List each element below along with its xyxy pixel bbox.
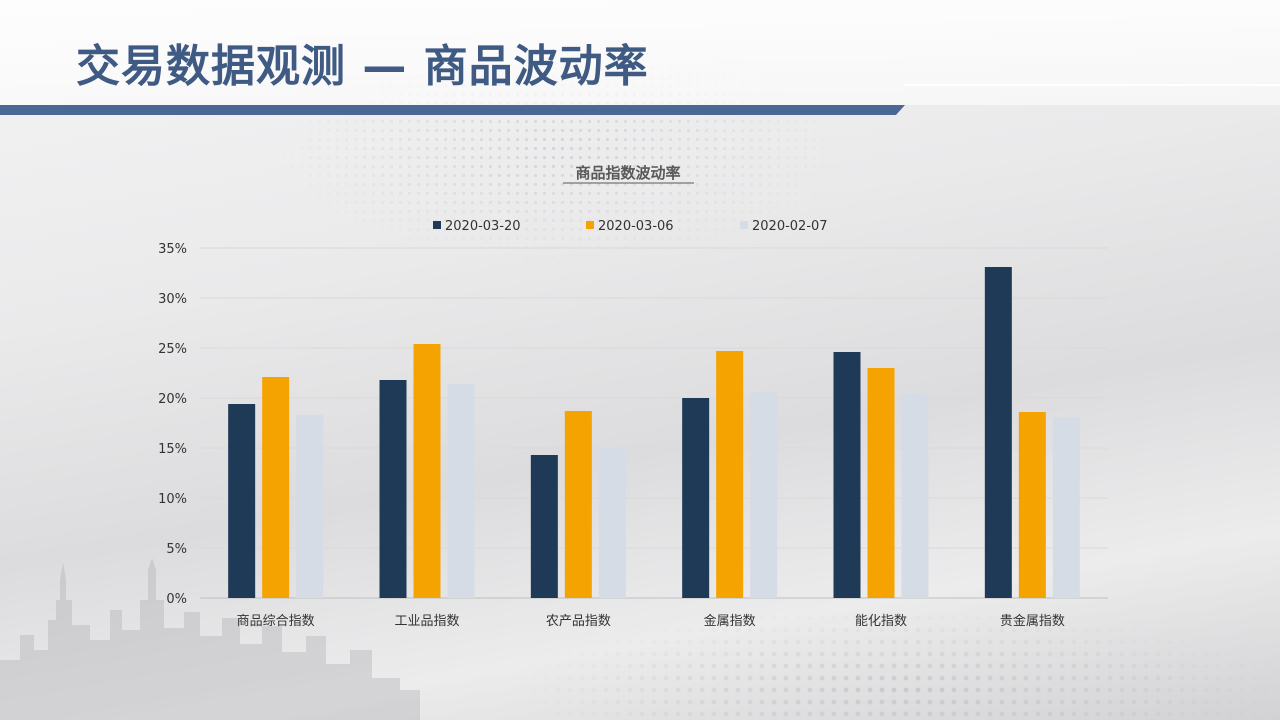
y-axis: 0% 5% 10% 15% 20% 25% 30% 35%	[158, 242, 187, 607]
bar	[228, 404, 256, 598]
legend-swatch	[586, 221, 594, 229]
chart-bars	[228, 267, 1080, 598]
chart-title: 商品指数波动率	[575, 164, 680, 182]
x-tick-label: 能化指数	[855, 614, 907, 629]
y-tick-label: 5%	[166, 542, 187, 557]
y-tick-label: 35%	[158, 242, 187, 257]
bar	[1052, 417, 1080, 598]
bar	[262, 377, 290, 598]
bar	[598, 447, 626, 598]
y-tick-label: 15%	[158, 442, 187, 457]
title-underline-bar	[0, 105, 905, 115]
legend-label: 2020-03-06	[598, 219, 674, 234]
bar	[564, 411, 592, 598]
y-tick-label: 0%	[166, 592, 187, 607]
x-tick-label: 商品综合指数	[237, 614, 315, 629]
legend-swatch	[433, 221, 441, 229]
chart-gridlines	[200, 247, 1108, 599]
x-axis: 商品综合指数 工业品指数 农产品指数 金属指数 能化指数 贵金属指数	[237, 613, 1065, 629]
x-tick-label: 贵金属指数	[1000, 613, 1065, 629]
bar	[750, 392, 778, 598]
slide-title: 交易数据观测 — 商品波动率	[76, 41, 649, 92]
bar	[296, 415, 324, 598]
y-tick-label: 25%	[158, 342, 187, 357]
y-tick-label: 10%	[158, 492, 187, 507]
city-skyline-decoration	[0, 558, 420, 720]
legend-label: 2020-02-07	[752, 219, 828, 234]
bar	[901, 394, 929, 598]
bar	[379, 380, 407, 598]
bar	[984, 267, 1012, 598]
title-band	[0, 0, 1280, 105]
bar	[1018, 412, 1046, 598]
title-accent-line	[905, 84, 1280, 86]
bar	[530, 455, 558, 598]
bar	[413, 344, 441, 598]
x-tick-label: 金属指数	[704, 613, 756, 629]
x-tick-label: 农产品指数	[546, 614, 611, 629]
y-tick-label: 20%	[158, 392, 187, 407]
bar	[682, 398, 710, 598]
bar	[833, 352, 861, 598]
bar	[447, 384, 475, 598]
bar	[867, 368, 895, 598]
x-tick-label: 工业品指数	[394, 614, 459, 629]
bar	[716, 351, 744, 598]
legend-swatch	[740, 221, 748, 229]
chart-legend: 2020-03-20 2020-03-06 2020-02-07	[433, 219, 828, 234]
legend-label: 2020-03-20	[445, 219, 521, 234]
y-tick-label: 30%	[158, 292, 187, 307]
